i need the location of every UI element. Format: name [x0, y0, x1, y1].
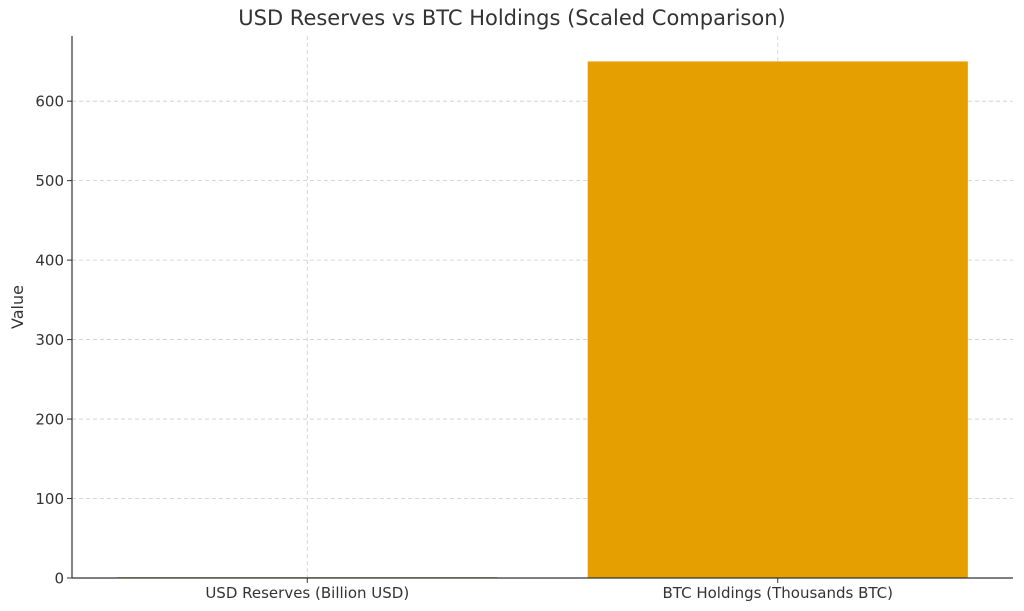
x-ticks: USD Reserves (Billion USD) BTC Holdings (…: [205, 578, 893, 602]
y-tick-label: 200: [35, 411, 64, 429]
axes: [71, 36, 1013, 579]
y-tick-label: 600: [35, 93, 64, 111]
y-tick-label: 300: [35, 331, 64, 349]
x-tick-label: USD Reserves (Billion USD): [205, 584, 409, 602]
y-ticks: 0 100 200 300 400 500 600: [35, 93, 72, 588]
x-tick-label: BTC Holdings (Thousands BTC): [663, 584, 893, 602]
chart-title: USD Reserves vs BTC Holdings (Scaled Com…: [238, 6, 786, 30]
y-tick-label: 100: [35, 490, 64, 508]
bar-1: [587, 61, 968, 578]
y-tick-label: 500: [35, 172, 64, 190]
y-tick-label: 0: [54, 570, 64, 588]
y-axis-label: Value: [8, 285, 27, 329]
bars: [117, 61, 968, 579]
y-tick-label: 400: [35, 252, 64, 270]
